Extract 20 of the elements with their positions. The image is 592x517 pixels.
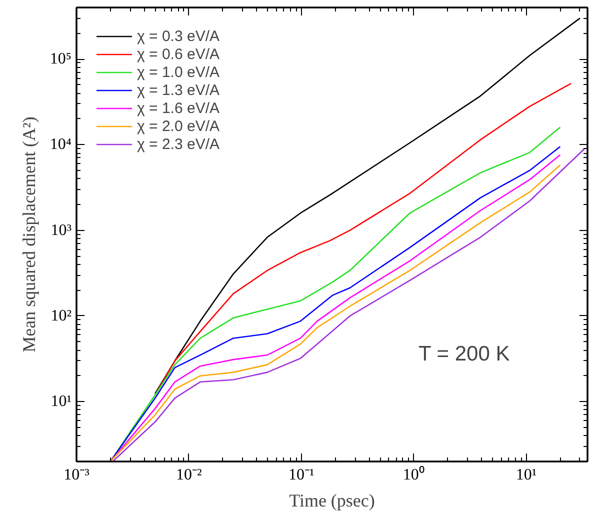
annotation: T = 200 K	[418, 342, 510, 366]
y-tick-label: 10⁴	[50, 136, 72, 154]
legend-label: χ = 1.6 eV/A	[137, 99, 220, 117]
legend-label: χ = 0.3 eV/A	[137, 27, 220, 45]
y-tick-label: 10³	[50, 222, 72, 239]
x-tick-label: 10⁰	[402, 466, 425, 484]
legend-label: χ = 0.6 eV/A	[137, 45, 220, 63]
legend-label: χ = 2.0 eV/A	[137, 117, 220, 135]
y-tick-label: 10⁵	[50, 50, 72, 68]
x-tick-label: 10⁻³	[64, 466, 90, 484]
y-tick-label: 10¹	[50, 393, 72, 410]
x-tick-label: 10⁻¹	[288, 466, 315, 484]
x-tick-label: 10⁻²	[176, 466, 202, 484]
x-tick-label: 10¹	[516, 466, 537, 484]
x-axis-title: Time (psec)	[289, 490, 375, 510]
y-axis-title: Mean squared displacement (A²)	[18, 116, 39, 352]
legend-label: χ = 1.0 eV/A	[137, 63, 220, 81]
legend-label: χ = 2.3 eV/A	[137, 135, 220, 153]
y-tick-label: 10²	[50, 307, 72, 324]
legend-label: χ = 1.3 eV/A	[137, 81, 220, 99]
